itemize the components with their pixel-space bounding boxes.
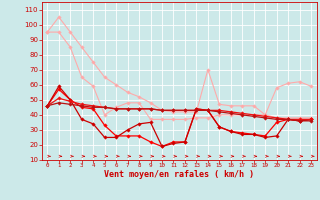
X-axis label: Vent moyen/en rafales ( km/h ): Vent moyen/en rafales ( km/h ) <box>104 170 254 179</box>
